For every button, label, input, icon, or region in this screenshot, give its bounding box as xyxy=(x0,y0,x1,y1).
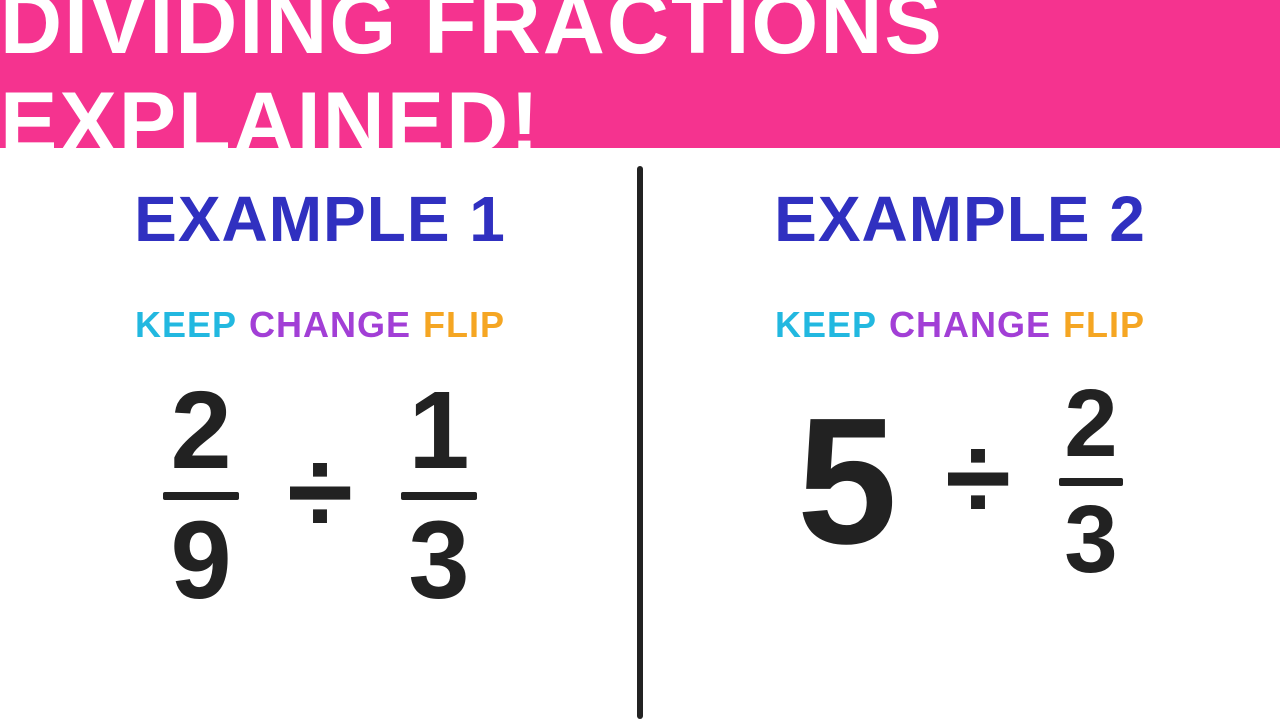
example-1-panel: EXAMPLE 1 KEEP CHANGE FLIP 2 9 ÷ 1 3 xyxy=(0,148,640,719)
mnemonic-change: CHANGE xyxy=(249,304,411,346)
mnemonic-keep: KEEP xyxy=(135,304,237,346)
example-2-title: EXAMPLE 2 xyxy=(774,182,1146,256)
fraction-1-left: 2 9 xyxy=(163,376,239,616)
content-area: EXAMPLE 1 KEEP CHANGE FLIP 2 9 ÷ 1 3 EXA… xyxy=(0,148,1280,719)
denominator: 3 xyxy=(408,506,469,616)
numerator: 2 xyxy=(170,376,231,486)
vertical-divider xyxy=(637,166,643,719)
mnemonic-change: CHANGE xyxy=(889,304,1051,346)
equation-1: 2 9 ÷ 1 3 xyxy=(163,376,477,616)
mnemonic-1: KEEP CHANGE FLIP xyxy=(135,304,505,346)
example-1-title: EXAMPLE 1 xyxy=(134,182,506,256)
fraction-1-right: 1 3 xyxy=(401,376,477,616)
denominator: 3 xyxy=(1064,492,1117,588)
denominator: 9 xyxy=(170,506,231,616)
operator-1: ÷ xyxy=(287,432,353,552)
mnemonic-keep: KEEP xyxy=(775,304,877,346)
header-banner: DIVIDING FRACTIONS EXPLAINED! xyxy=(0,0,1280,148)
mnemonic-flip: FLIP xyxy=(1063,304,1145,346)
fraction-bar xyxy=(1059,478,1123,486)
whole-number-2: 5 xyxy=(797,392,897,572)
numerator: 2 xyxy=(1064,376,1117,472)
operator-2: ÷ xyxy=(945,418,1011,538)
numerator: 1 xyxy=(408,376,469,486)
mnemonic-2: KEEP CHANGE FLIP xyxy=(775,304,1145,346)
fraction-2-right: 2 3 xyxy=(1059,376,1123,588)
mnemonic-flip: FLIP xyxy=(423,304,505,346)
equation-2: 5 ÷ 2 3 xyxy=(797,376,1123,588)
example-2-panel: EXAMPLE 2 KEEP CHANGE FLIP 5 ÷ 2 3 xyxy=(640,148,1280,719)
